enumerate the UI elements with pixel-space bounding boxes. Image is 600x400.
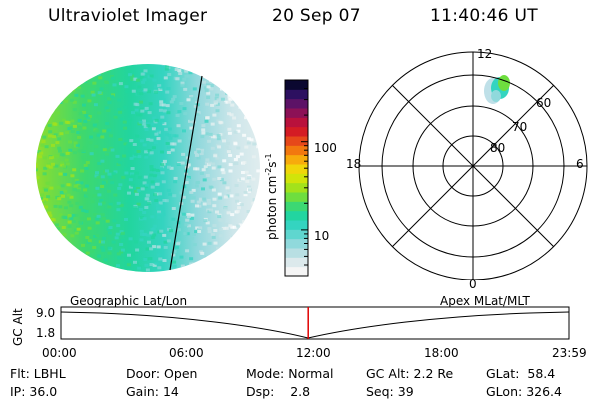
polar-label-bottom: 0 (469, 277, 477, 291)
info-gain: Gain: 14 (126, 384, 179, 399)
colorbar-band (285, 136, 308, 146)
colorbar-band (285, 266, 308, 277)
polar-mlat-mlt-plot (358, 51, 588, 280)
colorbar-band (285, 210, 308, 221)
colorbar-band (285, 192, 308, 202)
timeline-title-right: Apex MLat/MLT (440, 294, 530, 308)
colorbar-tick-10: 10 (314, 229, 330, 243)
time-label: 11:40:46 UT (430, 6, 538, 26)
colorbar-band (285, 164, 308, 174)
date-label: 20 Sep 07 (272, 6, 361, 26)
colorbar-band (285, 238, 308, 249)
altitude-curve (60, 311, 570, 339)
colorbar-band (285, 126, 308, 137)
polar-lat-70: 70 (512, 120, 528, 134)
timeline-title-left: Geographic Lat/Lon (70, 294, 188, 308)
colorbar-band (285, 257, 308, 268)
terminator-line (169, 75, 203, 271)
colorbar-band (285, 201, 308, 212)
colorbar-band (285, 182, 308, 193)
polar-label-left: 18 (346, 157, 362, 171)
polar-diagonal-2 (392, 85, 554, 247)
polar-lat-80: 80 (490, 141, 506, 155)
colorbar-band (285, 154, 308, 165)
timeline-xtick-2359: 23:59 (552, 346, 587, 360)
aurora-patch (491, 90, 501, 102)
colorbar-band (285, 98, 308, 109)
timeline-xtick-1800: 18:00 (424, 346, 459, 360)
info-glat: GLat: 58.4 (486, 366, 556, 381)
timeline-xtick-1200: 12:00 (296, 346, 331, 360)
altitude-timeline (60, 306, 570, 340)
info-gcalt: GC Alt: 2.2 Re (366, 366, 454, 381)
info-seq: Seq: 39 (366, 384, 414, 399)
colorbar-band (285, 80, 308, 90)
info-mode: Mode: Normal (246, 366, 334, 381)
colorbar-band (285, 108, 308, 118)
colorbar-band (285, 145, 308, 156)
timeline-ytick-bottom: 1.8 (36, 326, 56, 340)
polar-label-right: 6 (576, 157, 584, 171)
polar-lat-60: 60 (536, 96, 552, 110)
info-glon: GLon: 326.4 (486, 384, 562, 399)
colorbar-band (285, 248, 308, 258)
colorbar-band (285, 229, 308, 240)
aurora-patch (498, 75, 510, 91)
timeline-ylabel: GC Alt (11, 308, 25, 346)
colorbar-band (285, 220, 308, 230)
polar-label-top: 12 (477, 47, 493, 61)
instrument-title: Ultraviolet Imager (48, 6, 208, 26)
timeline-xtick-0600: 06:00 (169, 346, 204, 360)
info-ip: IP: 36.0 (10, 384, 58, 399)
uv-earth-image (36, 64, 260, 272)
timeline-xtick-0000: 00:00 (42, 346, 77, 360)
colorbar-band (285, 89, 308, 100)
timeline-ytick-top: 9.0 (36, 306, 56, 320)
colorbar-band (285, 117, 308, 128)
colorbar-tick-100: 100 (314, 141, 337, 155)
colorbar-band (285, 173, 308, 184)
colorbar-label: photon cm-2s-1 (264, 153, 279, 240)
info-dsp: Dsp: 2.8 (246, 384, 311, 399)
info-door: Door: Open (126, 366, 198, 381)
colorbar (284, 79, 309, 277)
info-flt: Flt: LBHL (10, 366, 66, 381)
